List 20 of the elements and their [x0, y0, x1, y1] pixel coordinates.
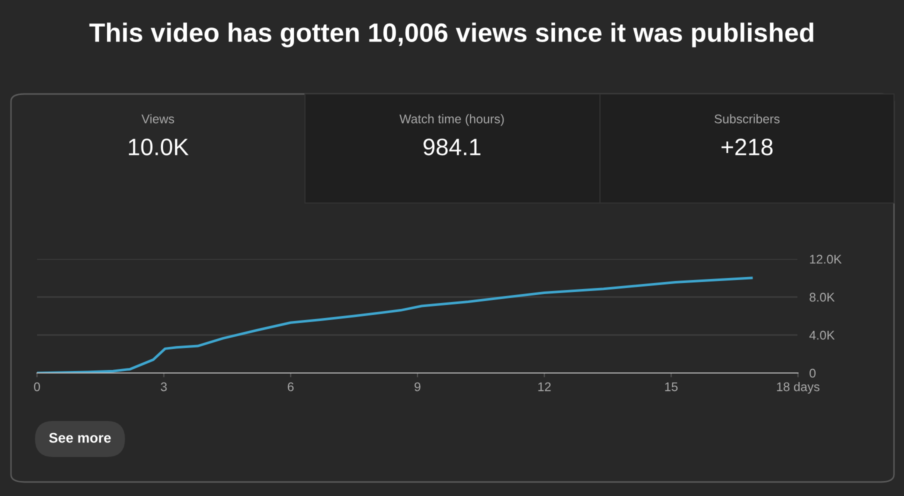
- line-series: [37, 276, 753, 373]
- y-tick-label: 4.0K: [809, 330, 835, 340]
- text: Watch time (hours): [400, 114, 504, 126]
- x-tick-label: 15: [665, 382, 678, 392]
- text: +218: [722, 138, 773, 156]
- text: See more: [49, 432, 111, 443]
- text: 10.0K: [128, 138, 189, 156]
- y-tick-label: 0: [810, 368, 816, 378]
- text: Views: [141, 114, 174, 124]
- x-tick-label: 0: [34, 382, 40, 392]
- x-tick-label: 18 days: [777, 382, 820, 394]
- x-tick-label: 3: [160, 382, 167, 392]
- y-tick-label: 12.0K: [810, 254, 842, 264]
- text: 984.1: [424, 138, 480, 156]
- x-tick-label: 12: [538, 382, 551, 392]
- x-tick-label: 6: [288, 382, 294, 392]
- y-tick-label: 8.0K: [810, 292, 835, 302]
- chart-title: This video has gotten 10,006 views since it was published: [89, 22, 814, 48]
- x-tick-label: 9: [414, 382, 420, 392]
- text: Subscribers: [714, 114, 780, 124]
